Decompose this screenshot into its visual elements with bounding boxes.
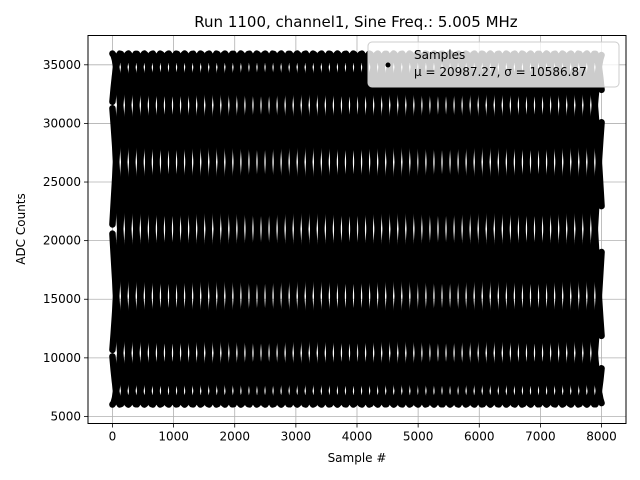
x-axis-label: Sample # xyxy=(328,451,387,465)
x-tick-label: 2000 xyxy=(219,430,250,444)
legend-marker xyxy=(385,62,391,68)
y-tick-label: 15000 xyxy=(43,292,81,306)
legend-series-label: Samples xyxy=(414,48,465,62)
x-tick-label: 0 xyxy=(109,430,117,444)
x-tick-label: 6000 xyxy=(464,430,495,444)
x-tick-label: 1000 xyxy=(158,430,189,444)
x-tick-label: 5000 xyxy=(403,430,434,444)
legend: Samples μ = 20987.27, σ = 10586.87 xyxy=(367,41,620,88)
sample-trace xyxy=(109,50,605,408)
y-tick-label: 5000 xyxy=(50,409,81,423)
x-tick-label: 3000 xyxy=(281,430,312,444)
x-axis: 0 1000 2000 3000 4000 5000 6000 7000 8000 xyxy=(109,423,617,444)
sample-trace xyxy=(109,50,605,408)
y-tick-label: 20000 xyxy=(43,234,81,248)
y-tick-label: 30000 xyxy=(43,116,81,130)
legend-stats-label: μ = 20987.27, σ = 10586.87 xyxy=(414,65,587,79)
x-tick-label: 4000 xyxy=(342,430,373,444)
y-axis: 5000 10000 15000 20000 25000 30000 35000 xyxy=(43,58,88,423)
y-tick-label: 10000 xyxy=(43,351,81,365)
chart-title: Run 1100, channel1, Sine Freq.: 5.005 MH… xyxy=(194,13,518,31)
y-axis-label: ADC Counts xyxy=(14,193,28,265)
x-tick-label: 8000 xyxy=(586,430,617,444)
y-tick-label: 25000 xyxy=(43,175,81,189)
x-tick-label: 7000 xyxy=(525,430,556,444)
legend-box xyxy=(367,41,620,88)
sample-trace xyxy=(109,50,605,408)
y-tick-label: 35000 xyxy=(43,58,81,72)
